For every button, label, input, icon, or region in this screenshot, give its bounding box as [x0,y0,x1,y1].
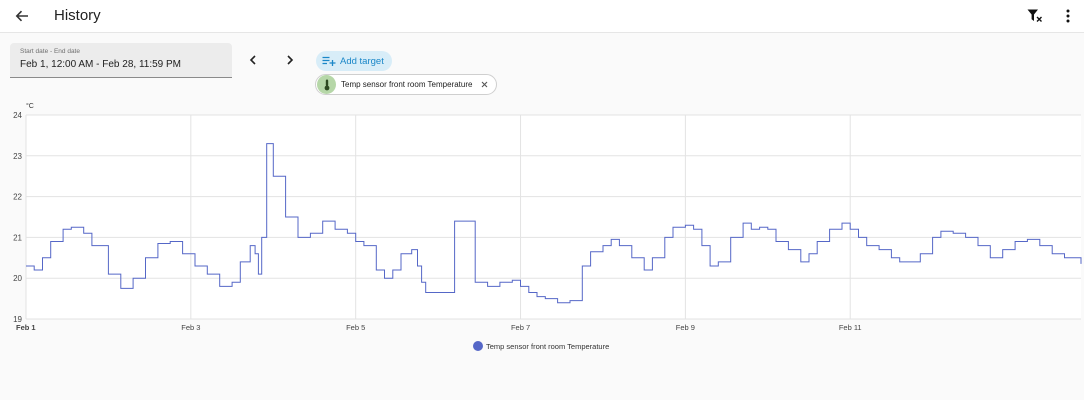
playlist-plus-icon [322,56,336,66]
y-tick-label: 19 [13,315,22,324]
overflow-menu-button[interactable] [1058,5,1078,27]
clear-filter-button[interactable] [1024,5,1046,27]
remove-target-button[interactable] [478,78,490,91]
target-chip[interactable]: Temp sensor front room Temperature [315,74,497,95]
y-tick-label: 23 [13,152,22,161]
dots-vertical-icon [1066,9,1070,23]
add-target-label: Add target [340,55,384,67]
y-axis-unit: °C [26,102,34,110]
chip-label: Temp sensor front room Temperature [341,80,473,89]
chart-legend-item[interactable]: Temp sensor front room Temperature [473,341,609,351]
x-tick-label: Feb 3 [181,323,200,332]
chart-plot-area [26,115,1081,319]
x-tick-label: Feb 1 [16,323,36,332]
add-target-button[interactable]: Add target [316,51,392,71]
date-range-label: Start date - End date [20,48,80,55]
date-range-picker[interactable]: Start date - End date Feb 1, 12:00 AM - … [10,43,232,78]
chip-avatar [317,75,336,94]
x-tick-label: Feb 11 [839,323,862,332]
chevron-right-icon [287,55,294,65]
filter-remove-icon [1027,9,1042,22]
thermometer-icon [324,79,329,90]
legend-swatch [473,341,483,351]
x-tick-label: Feb 9 [676,323,695,332]
y-tick-label: 21 [13,233,22,242]
y-tick-label: 24 [13,111,22,120]
x-tick-label: Feb 7 [511,323,530,332]
legend-label: Temp sensor front room Temperature [486,341,610,351]
next-period-button[interactable] [283,52,297,68]
arrow-left-icon [15,10,28,22]
previous-period-button[interactable] [246,52,260,68]
y-tick-label: 22 [13,193,22,202]
back-button[interactable] [10,4,34,28]
x-tick-label: Feb 5 [346,323,365,332]
date-range-value: Feb 1, 12:00 AM - Feb 28, 11:59 PM [20,59,182,70]
top-app-bar: History [0,0,1084,33]
x-axis: Feb 1 Feb 3 Feb 5 Feb 7 Feb 9 Feb 11 [16,323,862,332]
page-title: History [54,7,101,24]
y-axis: 19 20 21 22 23 24 [13,111,22,324]
chevron-left-icon [249,55,256,65]
chart-grid [25,114,1081,320]
close-icon [481,81,487,88]
temperature-series-line [26,143,1082,304]
y-tick-label: 20 [13,274,22,283]
